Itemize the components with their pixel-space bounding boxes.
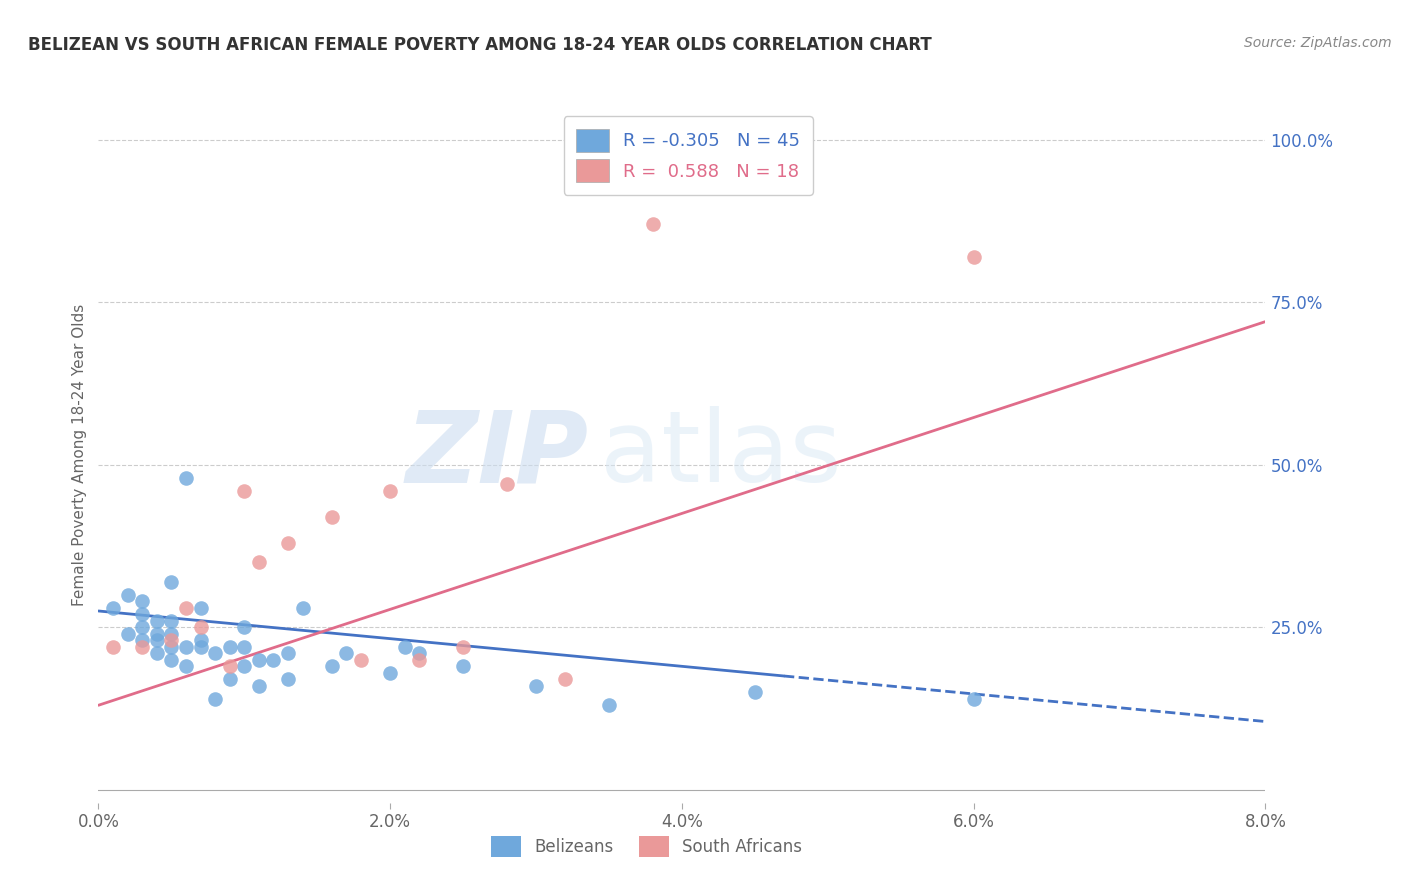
Point bbox=[174, 471, 197, 485]
Point bbox=[408, 646, 430, 660]
Point bbox=[174, 600, 197, 615]
Point bbox=[160, 640, 183, 654]
Point bbox=[247, 679, 270, 693]
Point bbox=[394, 640, 416, 654]
Point bbox=[204, 691, 226, 706]
Point bbox=[277, 646, 299, 660]
Point bbox=[101, 640, 124, 654]
Point bbox=[321, 659, 343, 673]
Point bbox=[233, 483, 256, 498]
Text: ZIP: ZIP bbox=[405, 407, 589, 503]
Point bbox=[451, 640, 474, 654]
Point bbox=[380, 665, 402, 680]
Point bbox=[190, 600, 212, 615]
Point bbox=[131, 640, 153, 654]
Point bbox=[218, 640, 240, 654]
Point bbox=[335, 646, 357, 660]
Point bbox=[117, 626, 139, 640]
Point bbox=[247, 653, 270, 667]
Point bbox=[554, 672, 576, 686]
Point bbox=[131, 620, 153, 634]
Point bbox=[190, 640, 212, 654]
Legend: Belizeans, South Africans: Belizeans, South Africans bbox=[485, 830, 808, 864]
Point bbox=[744, 685, 766, 699]
Point bbox=[146, 614, 169, 628]
Point bbox=[233, 640, 256, 654]
Point bbox=[380, 483, 402, 498]
Point bbox=[962, 691, 984, 706]
Point bbox=[146, 646, 169, 660]
Point bbox=[524, 679, 547, 693]
Point bbox=[408, 653, 430, 667]
Point bbox=[131, 607, 153, 622]
Point bbox=[496, 477, 519, 491]
Point bbox=[174, 659, 197, 673]
Text: BELIZEAN VS SOUTH AFRICAN FEMALE POVERTY AMONG 18-24 YEAR OLDS CORRELATION CHART: BELIZEAN VS SOUTH AFRICAN FEMALE POVERTY… bbox=[28, 36, 932, 54]
Text: Source: ZipAtlas.com: Source: ZipAtlas.com bbox=[1244, 36, 1392, 50]
Point bbox=[160, 633, 183, 648]
Point bbox=[233, 659, 256, 673]
Point bbox=[321, 509, 343, 524]
Point bbox=[117, 588, 139, 602]
Point bbox=[160, 574, 183, 589]
Point bbox=[218, 672, 240, 686]
Point bbox=[101, 600, 124, 615]
Point bbox=[131, 633, 153, 648]
Point bbox=[190, 633, 212, 648]
Point bbox=[233, 620, 256, 634]
Point bbox=[247, 555, 270, 569]
Point bbox=[160, 626, 183, 640]
Point bbox=[291, 600, 314, 615]
Text: atlas: atlas bbox=[600, 407, 842, 503]
Point bbox=[277, 535, 299, 549]
Point bbox=[277, 672, 299, 686]
Point bbox=[160, 653, 183, 667]
Point bbox=[190, 620, 212, 634]
Point bbox=[262, 653, 284, 667]
Y-axis label: Female Poverty Among 18-24 Year Olds: Female Poverty Among 18-24 Year Olds bbox=[72, 304, 87, 606]
Point bbox=[598, 698, 620, 713]
Point bbox=[131, 594, 153, 608]
Point bbox=[218, 659, 240, 673]
Point bbox=[174, 640, 197, 654]
Point bbox=[641, 217, 664, 231]
Point bbox=[160, 614, 183, 628]
Point bbox=[962, 250, 984, 264]
Point bbox=[146, 626, 169, 640]
Point bbox=[451, 659, 474, 673]
Point bbox=[146, 633, 169, 648]
Point bbox=[350, 653, 373, 667]
Point bbox=[204, 646, 226, 660]
